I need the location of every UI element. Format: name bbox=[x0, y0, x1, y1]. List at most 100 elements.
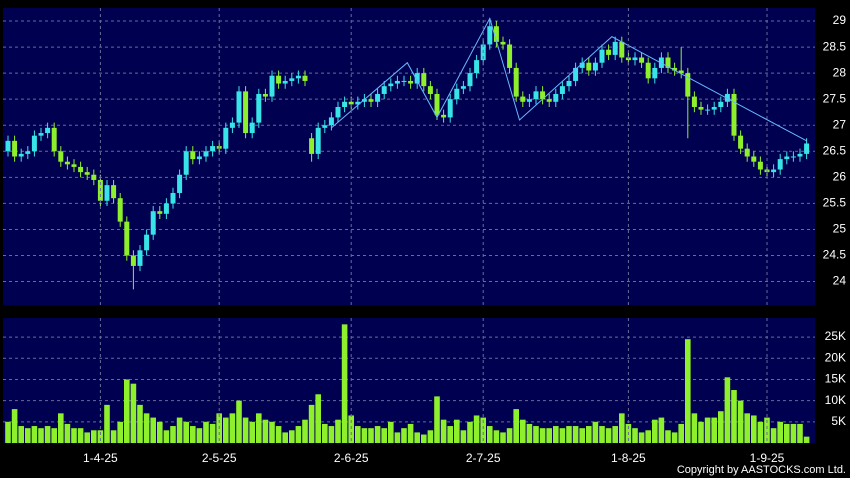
candle-body bbox=[361, 99, 367, 102]
volume-bar bbox=[84, 432, 90, 443]
volume-bar bbox=[421, 434, 427, 443]
candle-body bbox=[685, 73, 691, 97]
candle-body bbox=[540, 91, 546, 100]
x-tick-label: 2-5-25 bbox=[202, 451, 237, 465]
volume-bar bbox=[751, 415, 757, 443]
candle-body bbox=[111, 185, 117, 199]
candle-body bbox=[282, 80, 288, 84]
candle-body bbox=[177, 174, 183, 193]
volume-bar bbox=[335, 419, 341, 443]
candle-body bbox=[262, 93, 268, 97]
y-tick-label: 15K bbox=[825, 372, 846, 386]
y-tick-label: 27 bbox=[833, 117, 847, 131]
volume-bar bbox=[698, 421, 704, 443]
candle-body bbox=[751, 156, 757, 162]
candle-body bbox=[619, 41, 625, 58]
volume-bar bbox=[447, 426, 453, 443]
volume-bar bbox=[744, 413, 750, 443]
volume-bar bbox=[579, 428, 585, 443]
candle-body bbox=[467, 73, 473, 87]
volume-bar bbox=[355, 426, 361, 443]
candle-body bbox=[645, 62, 651, 79]
volume-bar bbox=[553, 426, 559, 443]
volume-bar bbox=[632, 428, 638, 443]
volume-bar bbox=[190, 426, 196, 443]
candle-body bbox=[289, 78, 295, 81]
volume-bar bbox=[51, 428, 57, 443]
candle-body bbox=[388, 83, 394, 87]
volume-bar bbox=[407, 423, 414, 443]
volume-bar bbox=[91, 430, 97, 443]
volume-bar bbox=[308, 404, 315, 443]
candle-body bbox=[546, 99, 552, 102]
volume-bar bbox=[183, 421, 189, 443]
candle-body bbox=[771, 169, 777, 173]
volume-bar bbox=[427, 430, 434, 443]
candle-body bbox=[553, 93, 559, 102]
candle-body bbox=[223, 127, 229, 149]
volume-bar bbox=[137, 404, 143, 443]
candle-body bbox=[348, 101, 354, 105]
y-tick-label: 29 bbox=[833, 13, 847, 27]
candle-body bbox=[295, 75, 301, 79]
volume-bar bbox=[691, 413, 698, 443]
x-tick-label: 1-9-25 bbox=[750, 451, 785, 465]
candle-body bbox=[566, 80, 572, 87]
volume-bar bbox=[38, 428, 44, 443]
candle-body bbox=[460, 86, 466, 89]
volume-bar bbox=[256, 413, 262, 443]
volume-bar bbox=[493, 430, 500, 443]
candle-body bbox=[355, 101, 361, 105]
volume-bar bbox=[704, 417, 711, 443]
volume-bar bbox=[645, 430, 651, 443]
volume-bar bbox=[599, 426, 605, 443]
volume-bar bbox=[605, 428, 612, 443]
candle-body bbox=[474, 60, 480, 74]
volume-bar bbox=[97, 430, 104, 443]
candle-body bbox=[190, 151, 196, 160]
volume-bar bbox=[658, 417, 665, 443]
volume-bar bbox=[315, 394, 321, 443]
candle-body bbox=[612, 41, 618, 55]
candle-body bbox=[678, 70, 684, 74]
candle-body bbox=[210, 146, 216, 152]
volume-bar bbox=[341, 324, 348, 443]
volume-bar bbox=[117, 421, 123, 443]
volume-bar bbox=[487, 426, 493, 443]
volume-bar bbox=[440, 419, 447, 443]
candle-body bbox=[117, 198, 123, 222]
candle-body bbox=[592, 62, 598, 71]
volume-bar bbox=[777, 421, 783, 443]
volume-bar bbox=[77, 428, 84, 443]
volume-bar bbox=[737, 400, 744, 443]
volume-bar bbox=[803, 436, 810, 443]
volume-bar bbox=[480, 417, 486, 443]
volume-bar bbox=[11, 409, 18, 443]
volume-bar bbox=[209, 423, 216, 443]
candle-body bbox=[421, 73, 427, 87]
volume-bar bbox=[612, 426, 618, 443]
volume-bar bbox=[322, 423, 328, 443]
volume-bar bbox=[374, 426, 381, 443]
candle-body bbox=[58, 151, 64, 162]
volume-bar bbox=[163, 430, 170, 443]
volume-bar bbox=[790, 423, 797, 443]
y-tick-label: 25K bbox=[825, 329, 846, 343]
candle-body bbox=[18, 153, 24, 157]
candle-body bbox=[559, 86, 565, 94]
x-tick-label: 1-8-25 bbox=[611, 451, 646, 465]
candle-body bbox=[269, 75, 275, 97]
candle-body bbox=[731, 93, 737, 136]
volume-bar bbox=[348, 415, 354, 443]
candle-body bbox=[12, 140, 18, 157]
volume-bar bbox=[381, 428, 387, 443]
candle-body bbox=[104, 185, 110, 201]
volume-bar bbox=[559, 428, 566, 443]
candle-body bbox=[500, 41, 506, 45]
candle-body bbox=[724, 93, 730, 102]
volume-bar bbox=[130, 383, 137, 443]
y-tick-label: 24.5 bbox=[823, 248, 847, 262]
candle-body bbox=[144, 234, 150, 251]
candle-body bbox=[744, 148, 750, 157]
volume-bar bbox=[25, 428, 31, 443]
